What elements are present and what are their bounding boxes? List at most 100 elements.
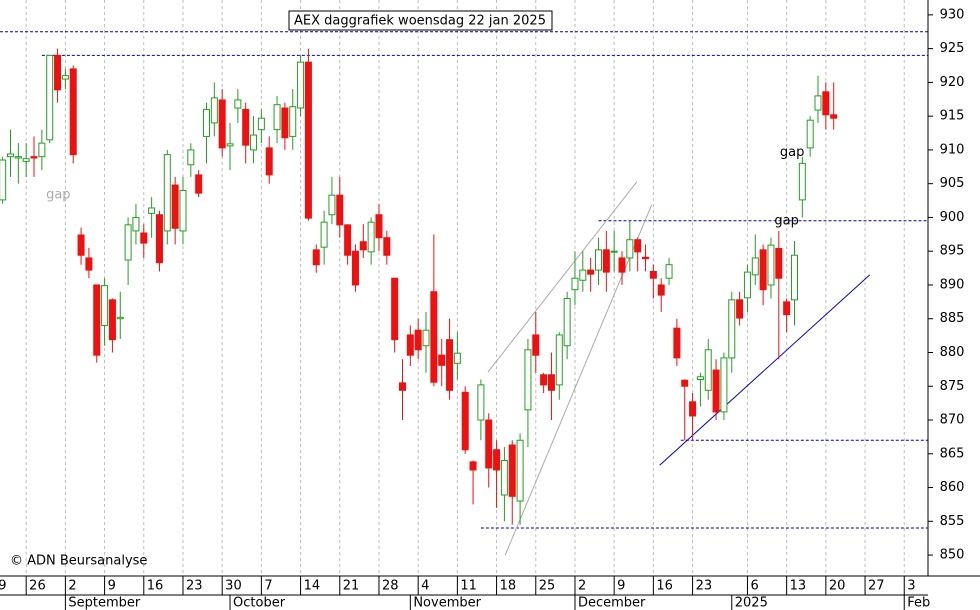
x-tick-label: 2: [68, 579, 76, 594]
y-tick-label: 925: [940, 41, 965, 56]
candle-body: [642, 256, 650, 260]
candle-body: [814, 95, 822, 111]
candle-body: [524, 349, 532, 411]
x-tick-label: 9: [108, 579, 116, 594]
candle-body: [383, 237, 391, 256]
candle-body: [775, 247, 783, 279]
candle-body: [336, 194, 344, 226]
candle-body: [344, 224, 352, 256]
candle-body: [351, 250, 359, 286]
candle-body: [422, 329, 430, 347]
candle-body: [234, 99, 242, 109]
candle-body: [461, 391, 469, 451]
candle-body: [783, 301, 791, 316]
y-tick-label: 900: [940, 210, 965, 225]
candle-body: [265, 147, 273, 176]
candle-body: [22, 158, 30, 162]
annotation: gap: [774, 213, 798, 228]
candle-body: [359, 241, 367, 251]
candle-body: [273, 104, 281, 131]
x-tick-label: 14: [304, 579, 321, 594]
candle-body: [93, 284, 101, 356]
candle-body: [657, 284, 665, 296]
y-tick-label: 920: [940, 75, 965, 90]
candle-body: [124, 224, 132, 261]
candle-body: [759, 249, 767, 291]
candle-body: [563, 297, 571, 347]
candle-body: [108, 299, 116, 341]
candle-body: [547, 374, 555, 391]
y-tick-label: 880: [940, 345, 965, 360]
y-tick-label: 915: [940, 109, 965, 124]
candle-body: [712, 369, 720, 413]
x-tick-label: 9: [617, 579, 625, 594]
candle-body: [7, 153, 15, 158]
y-tick-label: 895: [940, 244, 965, 259]
candle-body: [665, 264, 673, 279]
candle-body: [171, 184, 179, 229]
candle-body: [46, 54, 54, 141]
candle-body: [438, 354, 446, 366]
candle-body: [430, 291, 438, 383]
candle-body: [328, 194, 336, 216]
candle-body: [30, 156, 38, 159]
x-tick-label: 23: [186, 579, 203, 594]
y-tick-label: 865: [940, 446, 965, 461]
candle-body: [626, 239, 634, 259]
trend-line: [659, 274, 871, 466]
candle-body: [446, 339, 454, 391]
x-tick-label: 18: [500, 579, 517, 594]
candle-body: [242, 108, 250, 146]
candle-body: [132, 216, 140, 232]
candle-body: [367, 221, 375, 253]
candle-body: [375, 214, 383, 239]
candle-body: [673, 327, 681, 359]
candle-body: [312, 249, 320, 266]
candle-body: [579, 269, 587, 281]
candle-body: [101, 285, 109, 326]
candle-body: [38, 142, 46, 158]
candle-body: [610, 250, 618, 253]
y-tick-label: 885: [940, 311, 965, 326]
x-tick-label: 16: [147, 579, 164, 594]
candle-body: [790, 254, 798, 301]
candle-body: [571, 277, 579, 291]
x-tick-label: 13: [790, 579, 807, 594]
candle-body: [830, 114, 838, 119]
candle-body: [85, 257, 93, 271]
x-tick-label: 19: [0, 579, 7, 594]
y-tick-label: 875: [940, 379, 965, 394]
candle-body: [218, 99, 226, 149]
candle-body: [77, 234, 85, 256]
candle-body: [822, 91, 830, 116]
candle-body: [116, 316, 124, 320]
y-tick-label: 890: [940, 277, 965, 292]
y-tick-label: 850: [940, 548, 965, 563]
candle-body: [281, 107, 289, 139]
x-tick-label: 28: [382, 579, 399, 594]
x-tick-label: 27: [868, 579, 885, 594]
candle-body: [493, 449, 501, 471]
candle-body: [289, 106, 297, 137]
candle-body: [555, 334, 563, 386]
trend-line: [504, 204, 653, 556]
candle-body: [649, 270, 657, 279]
copyright: © ADN Beursanalyse: [10, 554, 147, 569]
y-tick-label: 910: [940, 142, 965, 157]
month-label: Feb: [907, 596, 930, 610]
candle-body: [140, 232, 148, 244]
candle-body: [0, 159, 7, 201]
candle-body: [634, 239, 642, 253]
candle-body: [720, 357, 728, 413]
candle-body: [806, 119, 814, 149]
candle-body: [195, 174, 203, 194]
candle-body: [500, 460, 508, 496]
candle-body: [406, 334, 414, 356]
candle-body: [453, 352, 461, 364]
month-label: September: [68, 596, 141, 610]
candle-body: [477, 384, 485, 421]
month-label: 2025: [735, 596, 768, 610]
candle-body: [54, 54, 62, 91]
